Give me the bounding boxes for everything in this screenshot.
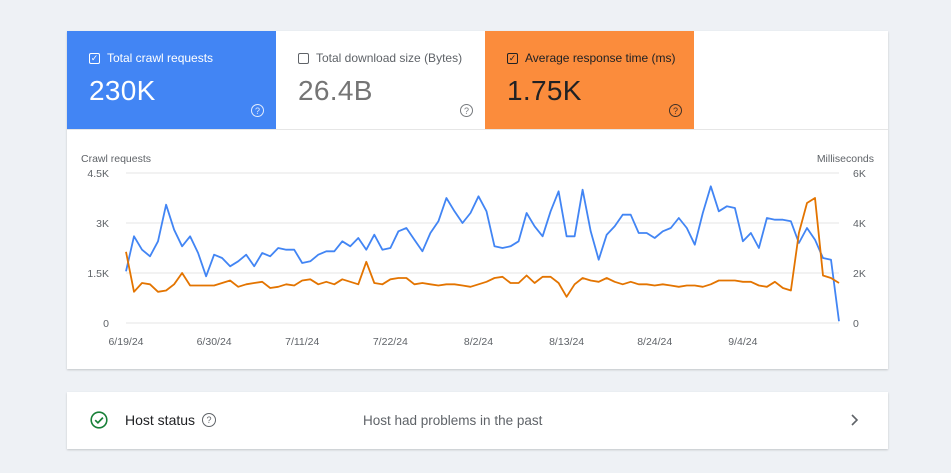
crawl-chart: Crawl requests Milliseconds 0 0 1.5K 2K 3K 4K… [67, 130, 888, 369]
host-status-message: Host had problems in the past [363, 413, 543, 428]
metric-label: Total crawl requests [107, 51, 214, 65]
chart-svg: Crawl requests Milliseconds 0 0 1.5K 2K 3K 4K… [81, 153, 874, 348]
chevron-right-icon[interactable] [846, 411, 862, 429]
y-tick-left: 1.5K [87, 268, 109, 280]
series-line-response-time [125, 197, 840, 298]
x-tick-label: 8/2/24 [464, 336, 493, 348]
help-icon[interactable]: ? [251, 104, 264, 117]
metric-label: Average response time (ms) [525, 51, 676, 65]
y-tick-right: 0 [853, 318, 859, 330]
y-tick-left: 3K [96, 218, 109, 230]
checkbox-unchecked-icon[interactable] [298, 52, 309, 64]
crawl-stats-card: ✓ Total crawl requests 230K ? Total down… [67, 31, 888, 369]
metric-tabs: ✓ Total crawl requests 230K ? Total down… [67, 31, 888, 130]
series-line-crawl-requests [125, 185, 840, 322]
metric-total-download-size[interactable]: Total download size (Bytes) 26.4B ? [276, 31, 485, 129]
metric-label: Total download size (Bytes) [316, 51, 463, 65]
y-tick-right: 2K [853, 268, 866, 280]
host-status-label: Host status [125, 412, 196, 428]
x-tick-label: 8/24/24 [637, 336, 672, 348]
left-axis-title: Crawl requests [81, 153, 151, 165]
help-icon[interactable]: ? [669, 104, 682, 117]
x-tick-label: 7/22/24 [373, 336, 408, 348]
checkbox-checked-icon[interactable]: ✓ [89, 52, 100, 64]
x-tick-label: 6/30/24 [197, 336, 232, 348]
y-tick-right: 4K [853, 218, 866, 230]
metric-average-response-time[interactable]: ✓ Average response time (ms) 1.75K ? [485, 31, 694, 129]
x-tick-label: 6/19/24 [108, 336, 143, 348]
help-icon[interactable]: ? [460, 104, 473, 117]
check-circle-icon [90, 411, 108, 429]
right-axis-title: Milliseconds [817, 153, 874, 165]
y-tick-right: 6K [853, 168, 866, 180]
y-tick-left: 0 [103, 318, 109, 330]
y-tick-left: 4.5K [87, 168, 109, 180]
checkbox-checked-icon[interactable]: ✓ [507, 52, 518, 64]
metric-value: 26.4B [298, 75, 373, 106]
host-status-row[interactable]: Host status ? Host had problems in the p… [67, 392, 888, 449]
x-tick-label: 8/13/24 [549, 336, 584, 348]
metric-value: 230K [89, 75, 156, 106]
x-tick-label: 7/11/24 [285, 336, 319, 348]
metric-total-crawl-requests[interactable]: ✓ Total crawl requests 230K ? [67, 31, 276, 129]
help-icon[interactable]: ? [202, 413, 216, 427]
metric-value: 1.75K [507, 75, 582, 106]
x-tick-label: 9/4/24 [728, 336, 757, 348]
